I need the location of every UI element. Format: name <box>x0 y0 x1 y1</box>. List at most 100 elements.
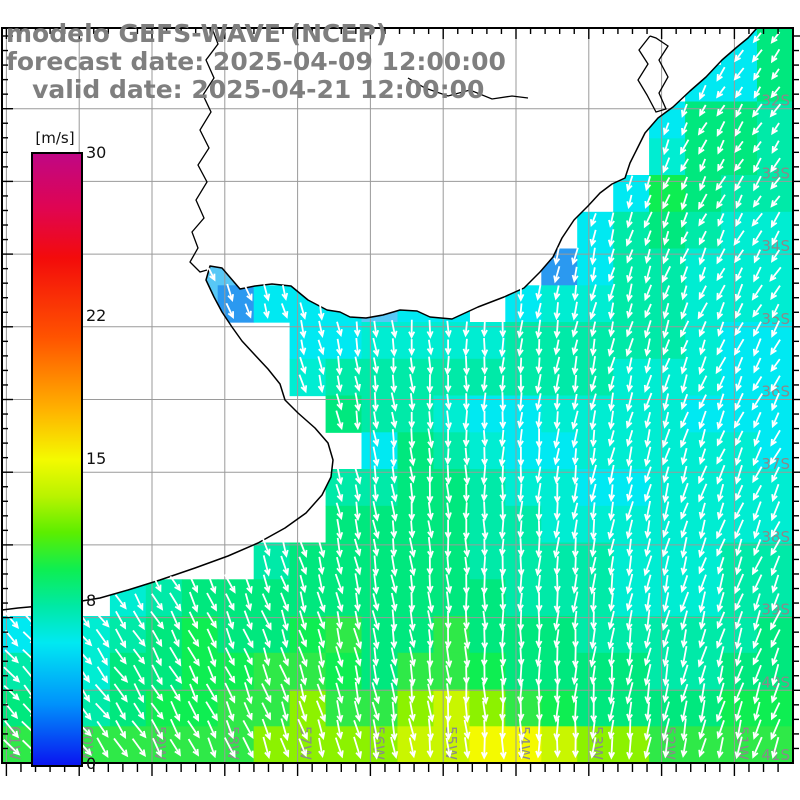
wind-arrow <box>280 609 289 632</box>
wind-arrow <box>752 103 763 118</box>
wind-arrow <box>625 519 634 540</box>
wind-arrow <box>770 538 781 557</box>
wind-arrow <box>243 701 253 721</box>
wind-arrow <box>445 737 453 759</box>
wind-arrow <box>680 718 688 742</box>
wind-arrow <box>680 482 689 504</box>
field-cell <box>721 138 758 176</box>
field-cell <box>613 726 650 764</box>
wind-arrow <box>353 321 361 338</box>
wind-arrow <box>644 248 652 264</box>
wind-arrow <box>553 374 561 394</box>
wind-arrow <box>499 429 506 448</box>
wind-arrow <box>680 683 689 703</box>
wind-arrow <box>680 266 689 284</box>
wind-arrow <box>553 556 561 576</box>
wind-arrow <box>589 665 597 685</box>
wind-arrow <box>390 411 398 429</box>
wind-arrow <box>372 627 380 650</box>
wind-arrow <box>354 375 361 392</box>
wind-arrow <box>589 338 597 357</box>
wind-arrow <box>770 211 781 229</box>
wind-arrow <box>353 646 362 667</box>
wind-arrow <box>444 320 452 339</box>
wind-arrow <box>571 355 579 376</box>
wind-arrow <box>280 555 289 577</box>
wind-arrow <box>771 483 780 503</box>
wind-arrow <box>498 337 506 358</box>
wind-arrow <box>499 593 507 612</box>
wind-arrow <box>169 738 181 757</box>
wind-arrow <box>643 718 652 742</box>
wind-arrow <box>535 302 542 320</box>
wind-arrow <box>408 718 417 742</box>
wind-arrow <box>152 575 162 593</box>
wind-arrow <box>753 86 762 99</box>
wind-arrow <box>625 411 634 429</box>
wind-arrow <box>770 429 781 447</box>
wind-arrow <box>499 392 507 413</box>
wind-arrow <box>170 610 180 631</box>
wind-arrow <box>261 718 272 741</box>
wind-arrow <box>589 301 598 321</box>
wind-arrow <box>242 628 254 649</box>
wind-arrow <box>717 213 725 227</box>
wind-arrow <box>680 629 688 649</box>
wind-arrow <box>770 629 781 648</box>
field-cell <box>685 101 722 139</box>
wind-arrow <box>752 32 762 44</box>
wind-arrow <box>498 357 506 375</box>
wind-arrow <box>426 482 434 504</box>
wind-arrow <box>354 518 362 541</box>
wind-arrow <box>751 49 763 63</box>
wind-arrow <box>316 683 326 703</box>
wind-arrow <box>715 175 727 191</box>
field-cell <box>433 616 470 654</box>
wind-arrow <box>770 157 781 173</box>
field-cell <box>505 395 542 433</box>
field-cell <box>505 432 542 470</box>
wind-arrow <box>336 537 343 558</box>
wind-arrow <box>207 665 217 685</box>
wind-arrow <box>462 321 470 338</box>
wind-arrow <box>716 104 726 117</box>
wind-arrow <box>553 610 561 631</box>
wind-arrow <box>299 574 307 594</box>
wind-arrow <box>535 393 542 412</box>
field-cell <box>397 469 435 507</box>
wind-arrow <box>680 465 688 484</box>
wind-arrow <box>698 591 706 614</box>
wind-arrow <box>644 284 653 302</box>
wind-arrow <box>752 195 762 208</box>
wind-arrow <box>589 247 597 266</box>
wind-arrow <box>263 647 271 667</box>
wind-arrow <box>535 466 543 484</box>
wind-arrow <box>518 718 525 742</box>
wind-arrow <box>698 448 707 465</box>
wind-arrow <box>372 446 380 467</box>
wind-arrow <box>262 555 271 577</box>
wind-arrow <box>115 702 126 721</box>
wind-arrow <box>207 573 217 595</box>
wind-arrow <box>626 484 633 502</box>
wind-arrow <box>427 536 434 559</box>
wind-arrow <box>608 646 615 668</box>
wind-arrow <box>626 538 634 557</box>
wind-arrow <box>643 211 653 229</box>
wind-arrow <box>317 320 325 338</box>
wind-arrow <box>734 627 743 650</box>
wind-arrow <box>680 212 689 228</box>
wind-arrow <box>426 556 434 576</box>
field-cell <box>541 358 578 397</box>
wind-arrow <box>187 738 200 757</box>
wind-arrow <box>354 356 362 375</box>
wind-arrow <box>335 483 344 503</box>
wind-arrow <box>661 428 671 449</box>
wind-arrow <box>571 339 579 356</box>
coastline-path <box>1 27 758 611</box>
wind-arrow <box>535 646 542 668</box>
wind-arrow <box>662 157 671 174</box>
colorbar-tick-label: 8 <box>86 591 97 611</box>
wind-arrows-layer <box>3 31 782 760</box>
wind-arrow <box>626 465 634 485</box>
